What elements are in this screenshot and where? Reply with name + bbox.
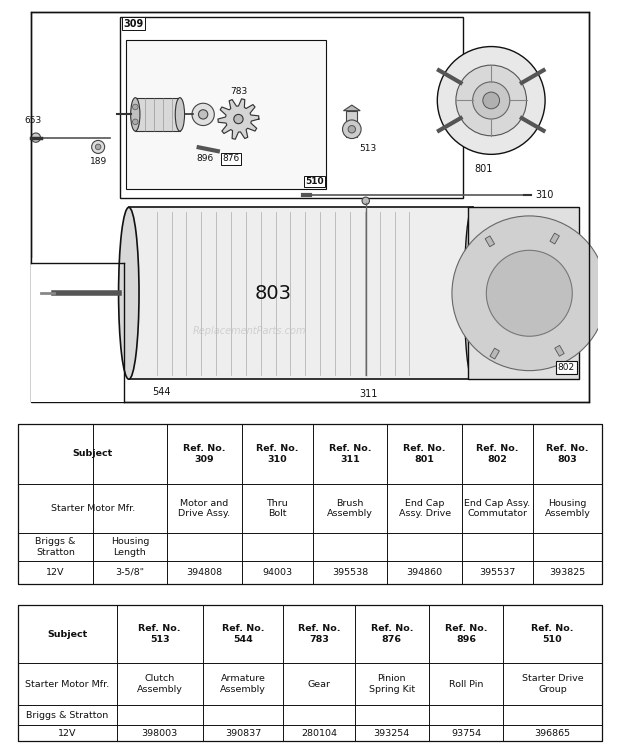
Text: 12V: 12V [46, 568, 65, 577]
Text: 189: 189 [89, 157, 107, 166]
Circle shape [486, 250, 572, 337]
Text: 896: 896 [197, 154, 214, 163]
Text: Thru
Bolt: Thru Bolt [267, 498, 288, 518]
Bar [485, 236, 495, 247]
Text: Ref. No.
803: Ref. No. 803 [546, 444, 588, 464]
Text: 309: 309 [123, 19, 143, 29]
Text: 396865: 396865 [534, 729, 570, 738]
Text: Ref. No.
876: Ref. No. 876 [371, 624, 413, 644]
Bar [555, 346, 564, 356]
Text: Brush
Assembly: Brush Assembly [327, 498, 373, 518]
Polygon shape [218, 99, 259, 139]
Text: Ref. No.
802: Ref. No. 802 [476, 444, 519, 464]
Circle shape [133, 104, 138, 110]
Bar [135, 98, 180, 131]
Text: 394860: 394860 [407, 568, 443, 577]
Text: Subject: Subject [47, 630, 87, 639]
Text: 395537: 395537 [479, 568, 516, 577]
Text: 510: 510 [305, 177, 324, 186]
Text: Starter Motor Mfr.: Starter Motor Mfr. [51, 504, 135, 513]
Text: 393254: 393254 [374, 729, 410, 738]
Text: Ref. No.
510: Ref. No. 510 [531, 624, 574, 644]
Text: Ref. No.
309: Ref. No. 309 [183, 444, 226, 464]
Text: 12V: 12V [58, 729, 77, 738]
Text: End Cap Assy.
Commutator: End Cap Assy. Commutator [464, 498, 531, 518]
Text: 783: 783 [230, 87, 247, 96]
Text: Ref. No.
896: Ref. No. 896 [445, 624, 487, 644]
Ellipse shape [118, 207, 139, 380]
Bar [126, 40, 326, 189]
Text: 390837: 390837 [225, 729, 261, 738]
Text: Ref. No.
311: Ref. No. 311 [329, 444, 371, 464]
Circle shape [198, 110, 208, 119]
Text: Clutch
Assembly: Clutch Assembly [137, 675, 183, 694]
Circle shape [95, 144, 101, 150]
Circle shape [452, 216, 606, 370]
Text: Armature
Assembly: Armature Assembly [220, 675, 266, 694]
Text: Starter Drive
Group: Starter Drive Group [522, 675, 583, 694]
Text: Ref. No.
513: Ref. No. 513 [138, 624, 181, 644]
Text: 94003: 94003 [262, 568, 292, 577]
Circle shape [456, 66, 526, 136]
Text: Briggs & Stratton: Briggs & Stratton [26, 711, 108, 720]
Text: 93754: 93754 [451, 729, 481, 738]
Circle shape [472, 82, 510, 119]
Ellipse shape [464, 207, 481, 380]
Text: Ref. No.
783: Ref. No. 783 [298, 624, 340, 644]
Circle shape [31, 133, 40, 142]
Text: 393825: 393825 [549, 568, 585, 577]
Ellipse shape [175, 98, 185, 131]
Circle shape [348, 126, 355, 133]
Text: 310: 310 [535, 191, 553, 200]
Bar [129, 207, 472, 380]
Bar [31, 258, 124, 402]
Bar [550, 233, 559, 244]
Text: Subject: Subject [73, 450, 113, 459]
Text: Pinion
Spring Kit: Pinion Spring Kit [369, 675, 415, 694]
Circle shape [92, 140, 105, 154]
Text: Housing
Assembly: Housing Assembly [544, 498, 590, 518]
Text: Briggs &
Stratton: Briggs & Stratton [35, 537, 76, 556]
Text: Gear: Gear [308, 679, 330, 688]
Circle shape [342, 120, 361, 139]
Ellipse shape [131, 98, 140, 131]
Text: 398003: 398003 [141, 729, 178, 738]
Circle shape [192, 103, 215, 126]
Bar [468, 207, 580, 380]
Text: 394808: 394808 [186, 568, 223, 577]
Bar [490, 348, 499, 359]
Circle shape [362, 197, 370, 205]
Polygon shape [343, 105, 360, 111]
Text: 3-5/8": 3-5/8" [115, 568, 144, 577]
Text: 876: 876 [223, 154, 240, 163]
Circle shape [483, 92, 500, 109]
Text: 803: 803 [255, 284, 291, 303]
Circle shape [437, 47, 545, 154]
Text: Motor and
Drive Assy.: Motor and Drive Assy. [179, 498, 231, 518]
Text: Ref. No.
544: Ref. No. 544 [222, 624, 264, 644]
Text: Roll Pin: Roll Pin [449, 679, 484, 688]
Text: Ref. No.
310: Ref. No. 310 [256, 444, 298, 464]
Text: End Cap
Assy. Drive: End Cap Assy. Drive [399, 498, 451, 518]
Text: 801: 801 [474, 163, 493, 174]
Bar [346, 111, 357, 137]
Circle shape [234, 114, 243, 123]
Text: 544: 544 [152, 386, 171, 397]
Text: Starter Motor Mfr.: Starter Motor Mfr. [25, 679, 110, 688]
Text: Ref. No.
801: Ref. No. 801 [404, 444, 446, 464]
Bar [120, 17, 463, 198]
Text: 802: 802 [558, 363, 575, 372]
Text: ReplacementParts.com: ReplacementParts.com [192, 326, 306, 336]
Text: 653: 653 [24, 116, 42, 124]
Text: 311: 311 [360, 389, 378, 398]
Circle shape [133, 119, 138, 124]
Text: 280104: 280104 [301, 729, 337, 738]
Text: 513: 513 [359, 144, 376, 153]
Text: 395538: 395538 [332, 568, 368, 577]
Text: Housing
Length: Housing Length [111, 537, 149, 556]
